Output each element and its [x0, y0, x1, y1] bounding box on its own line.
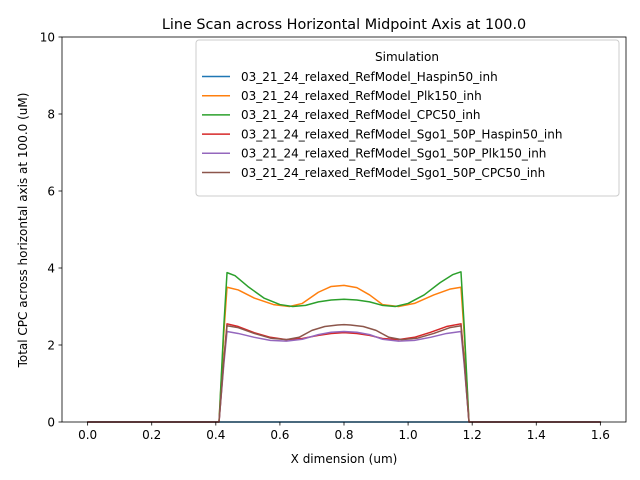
y-tick-label: 6	[47, 184, 55, 198]
legend-entries: 03_21_24_relaxed_RefModel_Haspin50_inh 03…	[202, 70, 562, 180]
y-tick-label: 8	[47, 107, 55, 121]
y-axis-label: Total CPC across horizontal axis at 100.…	[16, 93, 30, 369]
x-axis-label: X dimension (um)	[291, 452, 398, 466]
x-tick-label: 0.2	[142, 428, 161, 442]
plot-area: 0.0 0.2 0.4 0.6 0.8 1.0 1.2 1.4 1.6 0 2 4 6 8 10	[40, 30, 627, 442]
x-tick-label: 1.6	[591, 428, 610, 442]
y-tick-label: 10	[40, 30, 55, 44]
x-tick-label: 0.0	[78, 428, 97, 442]
x-tick-label: 0.8	[334, 428, 353, 442]
x-tick-label: 1.2	[463, 428, 482, 442]
legend-entry-4: 03_21_24_relaxed_RefModel_Sgo1_50P_Haspi…	[241, 127, 562, 141]
legend-entry-1: 03_21_24_relaxed_RefModel_Haspin50_inh	[241, 70, 498, 84]
x-tick-label: 1.4	[527, 428, 546, 442]
legend-title: Simulation	[375, 50, 439, 64]
y-tick-label: 2	[47, 338, 55, 352]
legend-entry-3: 03_21_24_relaxed_RefModel_CPC50_inh	[241, 108, 481, 122]
series-line-4	[86, 323, 602, 423]
y-tick-label: 4	[47, 261, 55, 275]
y-tick-label: 0	[47, 415, 55, 429]
x-tick-label: 1.0	[399, 428, 418, 442]
x-tick-label: 0.6	[270, 428, 289, 442]
series-line-2	[86, 284, 602, 423]
legend: Simulation 03_21_24_relaxed_RefModel_Has…	[195, 39, 620, 197]
series-line-6	[86, 323, 602, 423]
legend-entry-5: 03_21_24_relaxed_RefModel_Sgo1_50P_Plk15…	[241, 147, 546, 161]
legend-entry-2: 03_21_24_relaxed_RefModel_Plk150_inh	[241, 89, 482, 103]
legend-entry-6: 03_21_24_relaxed_RefModel_Sgo1_50P_CPC50…	[241, 166, 545, 180]
series-line-3	[86, 271, 602, 423]
chart-title: Line Scan across Horizontal Midpoint Axi…	[162, 17, 526, 33]
legend-box	[195, 39, 620, 197]
x-tick-label: 0.4	[206, 428, 225, 442]
series-line-5	[86, 330, 602, 423]
